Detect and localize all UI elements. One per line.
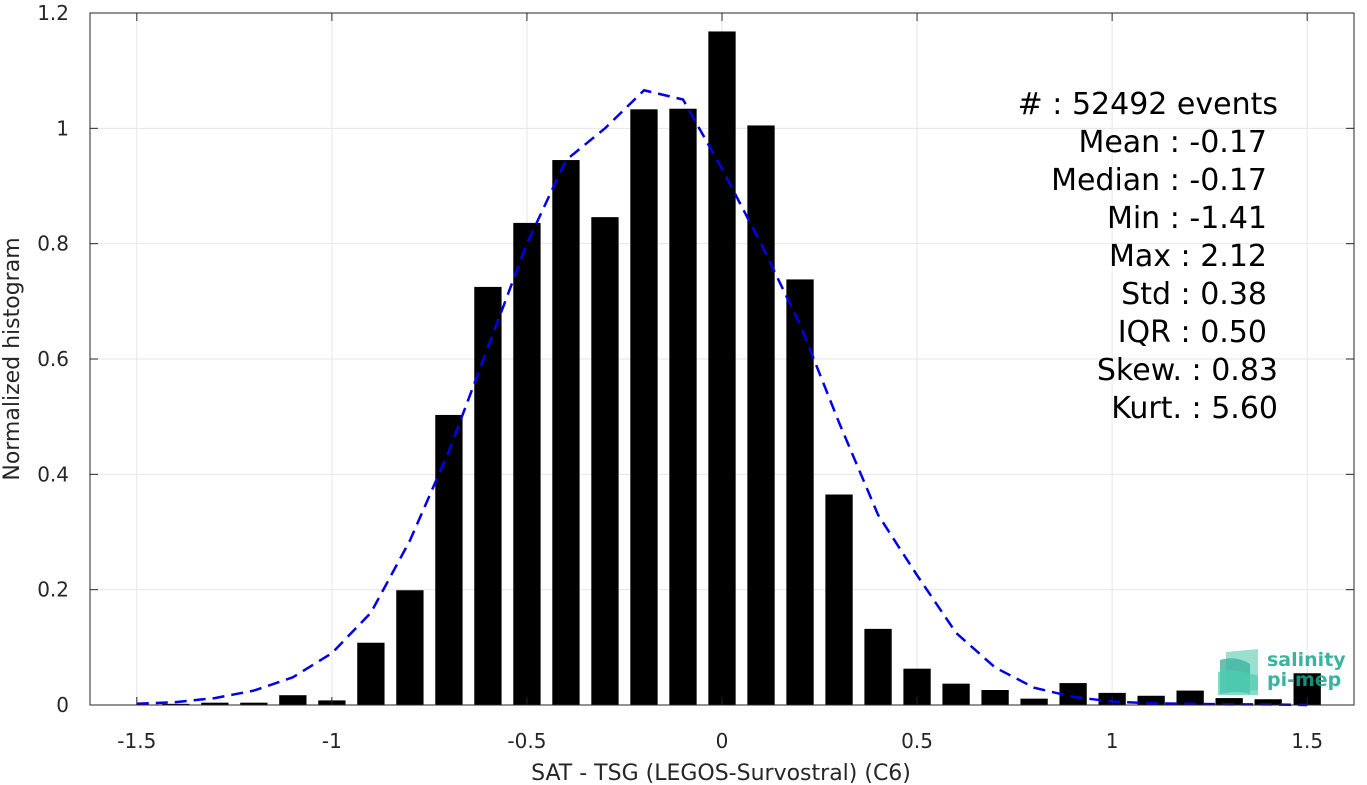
axis-ticks	[90, 12, 1354, 706]
y-axis-label: Normalized histogram	[0, 237, 25, 480]
stat-max: Max : 2.12	[1109, 239, 1267, 274]
histogram-bar-26	[1176, 690, 1204, 705]
histogram-bar-3	[279, 695, 307, 705]
histogram-bar-17	[825, 494, 853, 705]
y-tick-label-6: 1.2	[37, 1, 69, 25]
stat-std: Std : 0.38	[1121, 277, 1267, 312]
histogram-bars	[162, 31, 1321, 706]
x-tick-label-6: 1.5	[1291, 729, 1323, 753]
x-tick-label-2: -0.5	[507, 729, 546, 753]
stats-box: # : 52492 events Mean : -0.17 Median : -…	[1018, 87, 1278, 426]
histogram-bar-25	[1137, 695, 1165, 705]
y-tick-label-0: 0	[56, 693, 69, 717]
y-tick-label-1: 0.2	[37, 578, 69, 602]
stat-skew: Skew. : 0.83	[1097, 353, 1278, 388]
logo-line1: salinity	[1267, 649, 1346, 671]
histogram-bar-1	[201, 702, 229, 705]
histogram-bar-9	[513, 222, 541, 705]
histogram-bar-13	[669, 108, 697, 705]
x-tick-label-3: 0	[716, 729, 729, 753]
histogram-bar-28	[1254, 699, 1282, 705]
histogram-bar-8	[474, 286, 502, 705]
histogram-bar-20	[942, 683, 970, 705]
histogram-bar-10	[552, 160, 580, 706]
x-tick-labels: -1.5 -1 -0.5 0 0.5 1 1.5	[117, 729, 1323, 753]
stat-events: # : 52492 events	[1018, 87, 1278, 122]
histogram-bar-22	[1020, 698, 1048, 705]
wave-icon	[1218, 649, 1258, 695]
y-tick-label-2: 0.4	[37, 462, 69, 486]
stat-iqr: IQR : 0.50	[1118, 315, 1267, 350]
histogram-bar-27	[1215, 698, 1243, 705]
histogram-bar-7	[435, 414, 463, 705]
histogram-bar-14	[708, 31, 736, 706]
x-tick-label-5: 1	[1106, 729, 1119, 753]
histogram-bar-15	[747, 125, 775, 705]
x-tick-label-4: 0.5	[901, 729, 933, 753]
y-tick-label-4: 0.8	[37, 232, 69, 256]
stat-min: Min : -1.41	[1107, 201, 1267, 236]
y-tick-labels: 0 0.2 0.4 0.6 0.8 1 1.2	[37, 1, 69, 717]
y-tick-label-5: 1	[56, 116, 69, 140]
histogram-bar-6	[396, 590, 424, 705]
histogram-bar-23	[1059, 683, 1087, 705]
stat-mean: Mean : -0.17	[1078, 125, 1267, 160]
histogram-bar-12	[630, 109, 658, 705]
histogram-bar-0	[162, 703, 190, 705]
histogram-bar-18	[864, 628, 892, 705]
y-tick-label-3: 0.6	[37, 347, 69, 371]
histogram-bar-16	[786, 279, 814, 705]
x-tick-label-1: -1	[322, 729, 342, 753]
logo-line2: pi-mep	[1267, 669, 1341, 691]
x-tick-label-0: -1.5	[117, 729, 156, 753]
histogram-bar-2	[240, 702, 268, 705]
stat-median: Median : -0.17	[1051, 163, 1267, 198]
stat-kurt: Kurt. : 5.60	[1111, 391, 1278, 426]
histogram-bar-5	[357, 642, 385, 705]
salinity-pi-mep-logo: salinity pi-mep	[1218, 649, 1346, 695]
histogram-bar-21	[981, 690, 1009, 705]
histogram-bar-11	[591, 217, 619, 705]
x-axis-label: SAT - TSG (LEGOS-Survostral) (C6)	[531, 761, 911, 785]
